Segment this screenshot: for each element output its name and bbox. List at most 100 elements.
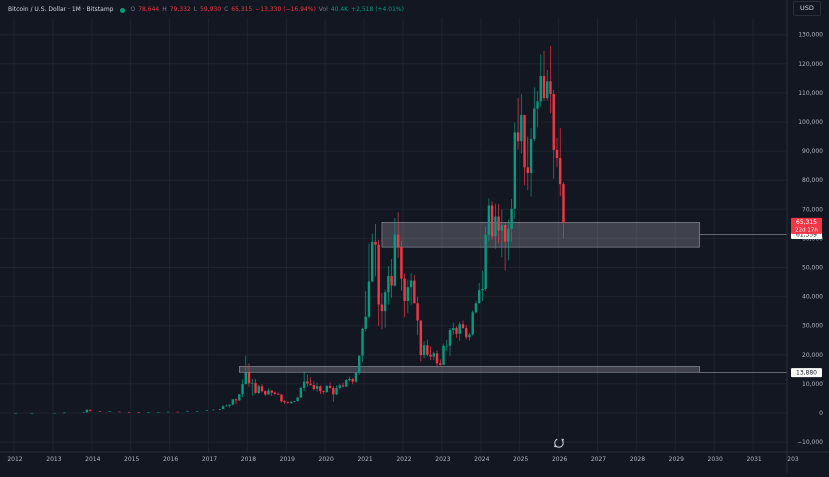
candle-body	[315, 386, 319, 389]
candle-body	[345, 380, 348, 387]
candle-body	[393, 234, 397, 286]
candle-body	[507, 228, 510, 242]
candle-body	[396, 234, 400, 248]
x-tick-label: 2026	[552, 456, 567, 463]
candle-body	[371, 241, 374, 282]
candle-body	[238, 394, 241, 401]
candle-body	[358, 355, 361, 373]
candle-body	[260, 386, 264, 392]
candle-body	[432, 353, 435, 357]
candle-body	[536, 101, 539, 109]
candle-body	[319, 386, 322, 392]
candle-body	[380, 304, 384, 312]
candle-body	[254, 383, 257, 393]
candle-body	[422, 345, 426, 356]
y-tick-label: −10,000	[797, 439, 823, 446]
candle-body	[403, 278, 406, 301]
candle-body	[273, 392, 277, 394]
y-tick-label: 30,000	[802, 323, 823, 330]
x-tick-label: 2016	[163, 456, 178, 463]
candle-body	[416, 303, 419, 321]
x-tick-label: 2018	[241, 456, 256, 463]
open-value: 78,644	[138, 6, 160, 13]
candle-body	[374, 241, 377, 245]
candle-body	[413, 280, 416, 304]
open-label: O	[130, 6, 136, 13]
candle-body	[455, 328, 458, 334]
candle-body	[497, 216, 500, 231]
candle-body	[302, 381, 306, 388]
candle-body	[264, 391, 267, 395]
candle-body	[481, 289, 484, 291]
candle-body	[503, 225, 507, 242]
candle-body	[529, 138, 533, 173]
high-label: H	[162, 6, 167, 13]
close-value: 65,315	[231, 6, 253, 13]
candle-body	[296, 397, 299, 402]
candle-body	[539, 76, 542, 102]
candle-body	[335, 387, 338, 395]
candle-body	[439, 363, 442, 365]
candle-body	[484, 234, 487, 290]
candle-body	[286, 402, 290, 404]
candle-body	[306, 381, 309, 384]
candle-body	[328, 385, 332, 388]
candle-body	[63, 412, 66, 414]
candle-body	[225, 405, 228, 407]
candle-body	[157, 412, 160, 413]
candle-body	[244, 372, 247, 385]
candle-body	[559, 158, 562, 185]
candle-body	[241, 384, 244, 395]
volume-value: 40.4K	[330, 6, 349, 13]
candle-body	[289, 401, 293, 404]
candle-body	[322, 391, 325, 393]
candle-body	[108, 411, 111, 412]
candle-body	[195, 411, 199, 412]
candle-body	[332, 387, 335, 395]
candle-body	[221, 406, 225, 410]
symbol-title[interactable]: Bitcoin / U.S. Dollar · 1M · Bitstamp	[8, 6, 114, 13]
candle-body	[477, 290, 481, 304]
candle-body	[293, 401, 296, 402]
candle-body	[205, 410, 209, 411]
level-marker-box	[791, 368, 822, 378]
candle-body	[387, 275, 390, 293]
candle-body	[513, 132, 517, 209]
candle-body	[390, 275, 393, 286]
candle-body	[53, 412, 56, 414]
candle-body	[474, 303, 478, 313]
x-tick-label: 2020	[319, 456, 334, 463]
low-label: L	[193, 6, 198, 13]
candle-body	[98, 411, 102, 412]
candle-body	[555, 149, 559, 159]
x-tick-label: 2028	[630, 456, 645, 463]
candle-body	[526, 167, 530, 173]
price-badge	[791, 217, 822, 234]
candle-body	[490, 205, 494, 237]
y-tick-label: 120,000	[798, 61, 823, 68]
candle-body	[435, 353, 439, 364]
x-tick-label: 2024	[474, 456, 489, 463]
candle-body	[533, 108, 536, 139]
candle-body	[367, 281, 371, 317]
candle-body	[147, 412, 150, 413]
candle-body	[118, 411, 121, 413]
candle-body	[448, 330, 452, 346]
candle-body	[14, 412, 17, 414]
candle-body	[516, 132, 520, 142]
candle-body	[299, 387, 303, 398]
y-tick-label: 110,000	[798, 90, 823, 97]
candle-body	[257, 386, 260, 393]
y-tick-label: 40,000	[802, 294, 823, 301]
currency-button[interactable]: USD	[793, 1, 821, 16]
y-tick-label: 10,000	[802, 381, 823, 388]
reset-chart-icon[interactable]	[552, 437, 566, 449]
change-value: −13,330 (−16.94%)	[255, 6, 316, 13]
candle-body	[276, 393, 280, 395]
candle-body	[364, 316, 367, 329]
candle-body	[406, 287, 410, 301]
candle-body	[228, 404, 231, 406]
